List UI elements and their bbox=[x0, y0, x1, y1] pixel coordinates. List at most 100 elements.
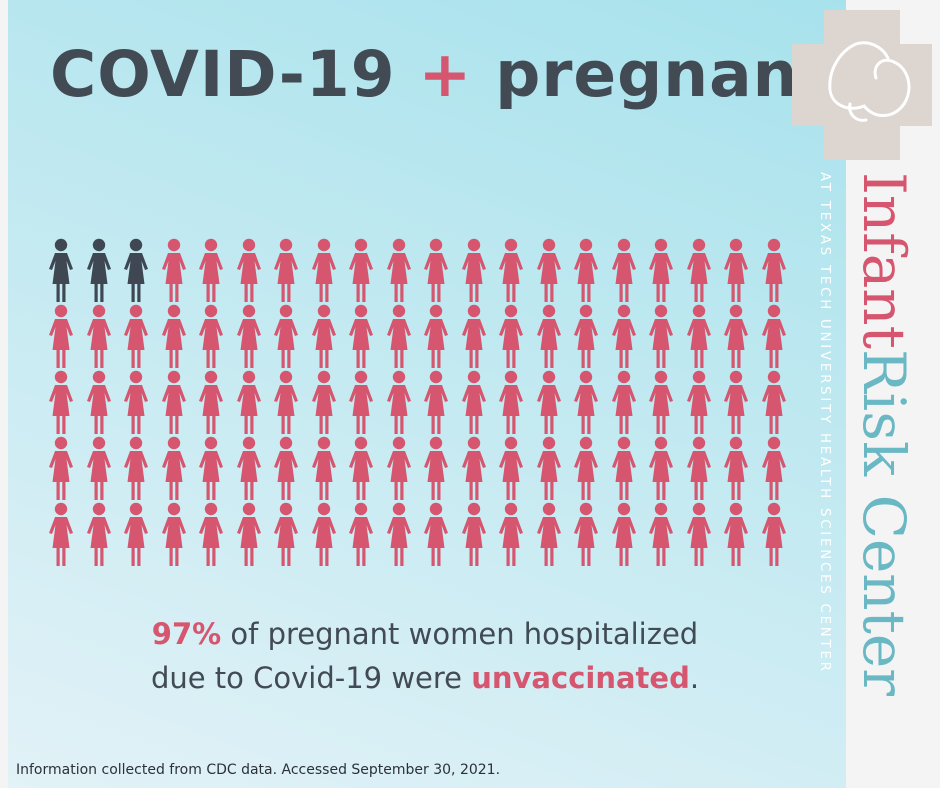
person-icon-unvaccinated bbox=[158, 304, 190, 370]
person-icon-unvaccinated bbox=[570, 238, 602, 304]
person-icon-unvaccinated bbox=[195, 238, 227, 304]
person-icon-unvaccinated bbox=[608, 436, 640, 502]
person-icon-unvaccinated bbox=[345, 436, 377, 502]
title-covid: COVID-19 bbox=[50, 38, 396, 111]
person-icon-unvaccinated bbox=[120, 370, 152, 436]
person-icon-vaccinated bbox=[83, 238, 115, 304]
person-icon-unvaccinated bbox=[495, 502, 527, 568]
person-icon-unvaccinated bbox=[45, 436, 77, 502]
person-icon-unvaccinated bbox=[645, 370, 677, 436]
person-icon-unvaccinated bbox=[158, 238, 190, 304]
stat-line1: of pregnant women hospitalized bbox=[221, 617, 699, 651]
person-icon-unvaccinated bbox=[308, 238, 340, 304]
person-icon-unvaccinated bbox=[533, 436, 565, 502]
person-icon-unvaccinated bbox=[270, 436, 302, 502]
person-icon-unvaccinated bbox=[683, 238, 715, 304]
person-icon-unvaccinated bbox=[233, 238, 265, 304]
person-icon-unvaccinated bbox=[308, 436, 340, 502]
person-icon-unvaccinated bbox=[570, 436, 602, 502]
person-icon-unvaccinated bbox=[383, 436, 415, 502]
person-icon-unvaccinated bbox=[270, 238, 302, 304]
person-icon-unvaccinated bbox=[345, 502, 377, 568]
person-icon-unvaccinated bbox=[608, 502, 640, 568]
logo-risk: Risk bbox=[850, 348, 918, 477]
person-icon-unvaccinated bbox=[45, 370, 77, 436]
person-icon-unvaccinated bbox=[420, 370, 452, 436]
person-icon-unvaccinated bbox=[383, 304, 415, 370]
person-icon-unvaccinated bbox=[495, 436, 527, 502]
person-icon-unvaccinated bbox=[458, 436, 490, 502]
person-icon-unvaccinated bbox=[683, 502, 715, 568]
person-icon-unvaccinated bbox=[758, 502, 790, 568]
person-icon-unvaccinated bbox=[45, 502, 77, 568]
logo-center: Center bbox=[850, 494, 918, 696]
person-icon-unvaccinated bbox=[45, 304, 77, 370]
person-icon-vaccinated bbox=[45, 238, 77, 304]
person-icon-unvaccinated bbox=[83, 502, 115, 568]
person-icon-unvaccinated bbox=[608, 370, 640, 436]
person-icon-unvaccinated bbox=[233, 370, 265, 436]
person-icon-unvaccinated bbox=[345, 370, 377, 436]
person-icon-unvaccinated bbox=[683, 370, 715, 436]
person-icon-unvaccinated bbox=[195, 436, 227, 502]
person-icon-unvaccinated bbox=[758, 370, 790, 436]
person-icon-unvaccinated bbox=[420, 436, 452, 502]
medical-cross-logo-icon bbox=[792, 10, 932, 160]
person-icon-unvaccinated bbox=[645, 436, 677, 502]
person-icon-unvaccinated bbox=[120, 502, 152, 568]
person-icon-unvaccinated bbox=[120, 304, 152, 370]
stat-unvaccinated: unvaccinated bbox=[471, 661, 690, 695]
person-icon-unvaccinated bbox=[308, 502, 340, 568]
person-icon-unvaccinated bbox=[533, 238, 565, 304]
person-icon-unvaccinated bbox=[270, 502, 302, 568]
person-icon-unvaccinated bbox=[345, 304, 377, 370]
person-icon-unvaccinated bbox=[570, 304, 602, 370]
baby-outline-icon bbox=[828, 41, 911, 122]
logo-infant: Infant bbox=[850, 172, 918, 349]
source-footnote: Information collected from CDC data. Acc… bbox=[16, 762, 501, 778]
person-icon-unvaccinated bbox=[645, 502, 677, 568]
person-icon-unvaccinated bbox=[233, 502, 265, 568]
person-icon-unvaccinated bbox=[420, 502, 452, 568]
person-icon-unvaccinated bbox=[608, 238, 640, 304]
statistic-text: 97% of pregnant women hospitalized due to… bbox=[100, 612, 750, 700]
person-icon-unvaccinated bbox=[683, 304, 715, 370]
person-icon-unvaccinated bbox=[458, 502, 490, 568]
stat-percent: 97% bbox=[151, 617, 222, 651]
person-icon-unvaccinated bbox=[195, 502, 227, 568]
person-icon-unvaccinated bbox=[383, 502, 415, 568]
person-icon-unvaccinated bbox=[195, 370, 227, 436]
person-icon-unvaccinated bbox=[345, 238, 377, 304]
person-icon-unvaccinated bbox=[420, 238, 452, 304]
person-icon-unvaccinated bbox=[720, 238, 752, 304]
stat-period: . bbox=[689, 661, 700, 695]
person-icon-unvaccinated bbox=[233, 436, 265, 502]
person-icon-unvaccinated bbox=[645, 304, 677, 370]
person-icon-unvaccinated bbox=[158, 502, 190, 568]
person-icon-unvaccinated bbox=[83, 436, 115, 502]
person-icon-unvaccinated bbox=[458, 370, 490, 436]
person-icon-unvaccinated bbox=[383, 370, 415, 436]
person-icon-unvaccinated bbox=[758, 436, 790, 502]
person-icon-unvaccinated bbox=[233, 304, 265, 370]
person-icon-unvaccinated bbox=[83, 370, 115, 436]
title-plus: + bbox=[418, 38, 473, 111]
person-icon-unvaccinated bbox=[120, 436, 152, 502]
person-icon-unvaccinated bbox=[270, 304, 302, 370]
person-icon-unvaccinated bbox=[720, 502, 752, 568]
person-icon-unvaccinated bbox=[308, 370, 340, 436]
person-icon-unvaccinated bbox=[495, 304, 527, 370]
person-icon-unvaccinated bbox=[720, 304, 752, 370]
person-icon-unvaccinated bbox=[533, 304, 565, 370]
logo-subtitle: AT TEXAS TECH UNIVERSITY HEALTH SCIENCES… bbox=[817, 172, 832, 674]
person-icon-unvaccinated bbox=[420, 304, 452, 370]
person-icon-unvaccinated bbox=[683, 436, 715, 502]
person-icon-unvaccinated bbox=[758, 238, 790, 304]
person-icon-unvaccinated bbox=[533, 370, 565, 436]
person-icon-unvaccinated bbox=[495, 370, 527, 436]
person-icon-unvaccinated bbox=[758, 304, 790, 370]
person-icon-unvaccinated bbox=[270, 370, 302, 436]
person-icon-unvaccinated bbox=[720, 436, 752, 502]
person-icon-unvaccinated bbox=[83, 304, 115, 370]
cross-shape bbox=[792, 10, 932, 160]
